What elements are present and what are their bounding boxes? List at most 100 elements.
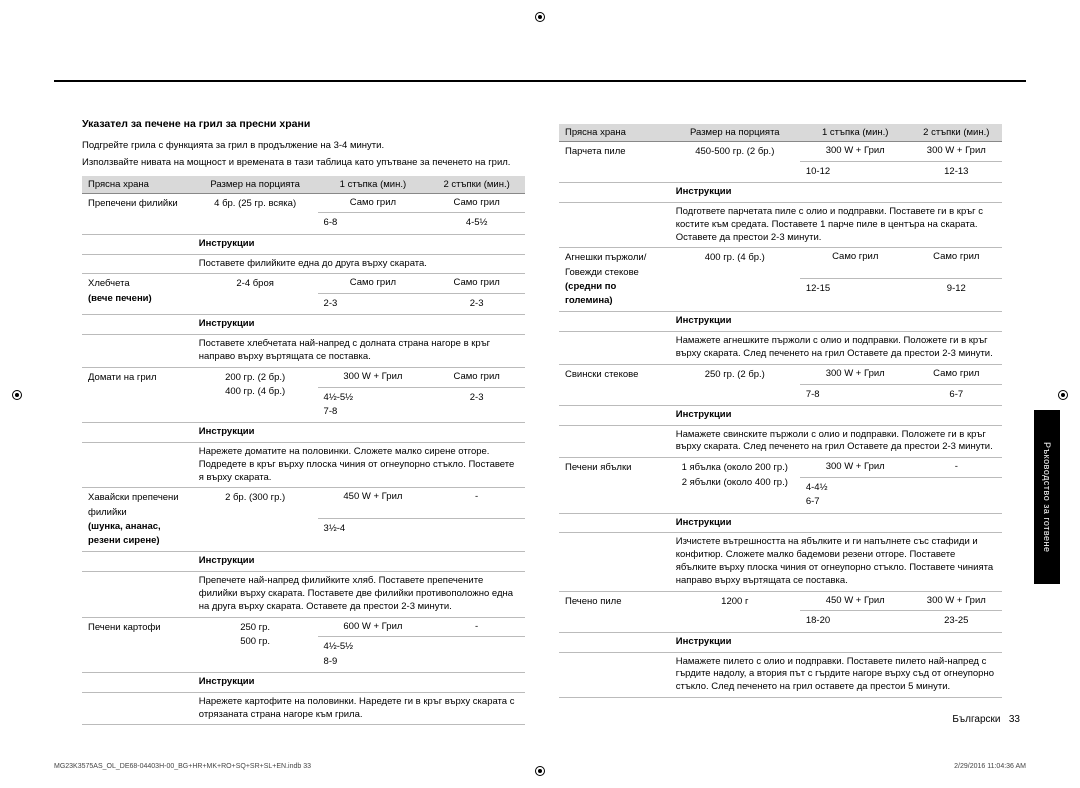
table-row: Печено пиле1200 г450 W + Грил300 W + Гри… <box>559 591 1002 611</box>
cell-food: Препечени филийки <box>82 193 193 234</box>
th-portion: Размер на порцията <box>193 176 318 194</box>
cell-step2b: 12-13 <box>911 161 1002 182</box>
section-heading: Указател за печене на грил за пресни хра… <box>82 118 525 130</box>
cell-step2b <box>428 519 525 552</box>
cell-blank <box>559 332 670 365</box>
table-row-instr-label: Инструкции <box>82 234 525 254</box>
cell-step1b: 6-8 <box>318 213 429 234</box>
footer: MG23K3575AS_OL_DE68-04403H-00_BG+HR+MK+R… <box>54 763 1026 770</box>
cell-blank <box>559 652 670 697</box>
table-row-instr-label: Инструкции <box>82 552 525 572</box>
cell-food: Свински стекове <box>559 364 670 405</box>
table-row-instr-label: Инструкции <box>559 183 1002 203</box>
cell-step1b: 10-12 <box>800 161 911 182</box>
table-row-instr-label: Инструкции <box>559 405 1002 425</box>
th-food: Прясна храна <box>559 124 670 142</box>
cell-instr-text: Изчистете вътрешността на ябълките и ги … <box>670 533 1002 591</box>
cell-food: Хлебчета(вече печени) <box>82 274 193 315</box>
cell-step1b: 2-3 <box>318 294 429 315</box>
th-step2: 2 стъпки (мин.) <box>428 176 525 194</box>
cell-blank <box>82 315 193 335</box>
cell-blank <box>559 632 670 652</box>
table-row-instr: Поставете филийките една до друга върху … <box>82 254 525 274</box>
cell-portion: 400 гр. (4 бр.) <box>670 248 800 312</box>
cell-step2b <box>911 478 1002 514</box>
cell-step1a: 300 W + Грил <box>318 367 429 387</box>
cell-portion: 250 гр. (2 бр.) <box>670 364 800 405</box>
grill-table-right: Прясна храна Размер на порцията 1 стъпка… <box>559 124 1002 698</box>
cell-blank <box>82 335 193 368</box>
intro-text: Използвайте нивата на мощност и временат… <box>82 157 525 170</box>
cell-instr-label: Инструкции <box>670 513 1002 533</box>
cell-instr-text: Нарежете картофите на половинки. Наредет… <box>193 692 525 725</box>
cell-portion: 2 бр. (300 гр.) <box>193 488 318 552</box>
page-lang: Български <box>952 714 1000 725</box>
th-portion: Размер на порцията <box>670 124 800 142</box>
registration-mark <box>535 12 545 22</box>
th-step1: 1 стъпка (мин.) <box>318 176 429 194</box>
grill-table-left: Прясна храна Размер на порцията 1 стъпка… <box>82 176 525 726</box>
cell-step2a: Само грил <box>428 367 525 387</box>
cell-step2a: Само грил <box>911 248 1002 279</box>
cell-blank <box>559 202 670 247</box>
cell-instr-text: Нарежете доматите на половинки. Сложете … <box>193 442 525 487</box>
cell-step1a: 300 W + Грил <box>800 458 911 478</box>
cell-blank <box>559 183 670 203</box>
cell-food: Печени ябълки <box>559 458 670 513</box>
cell-step1a: 600 W + Грил <box>318 617 429 637</box>
cell-step2a: 300 W + Грил <box>911 142 1002 162</box>
cell-instr-label: Инструкции <box>670 183 1002 203</box>
cell-instr-text: Препечете най-напред филийките хляб. Пос… <box>193 572 525 617</box>
cell-blank <box>82 572 193 617</box>
cell-instr-label: Инструкции <box>670 405 1002 425</box>
cell-step1a: 450 W + Грил <box>318 488 429 519</box>
cell-instr-text: Поставете хлебчетата най-напред с долнат… <box>193 335 525 368</box>
table-row: Хлебчета(вече печени)2-4 брояСамо грилСа… <box>82 274 525 294</box>
table-header-row: Прясна храна Размер на порцията 1 стъпка… <box>82 176 525 194</box>
cell-blank <box>82 692 193 725</box>
cell-step2a: Само грил <box>428 274 525 294</box>
cell-food: Парчета пиле <box>559 142 670 183</box>
cell-step1a: Само грил <box>318 193 429 213</box>
cell-portion: 4 бр. (25 гр. всяка) <box>193 193 318 234</box>
table-row: Свински стекове250 гр. (2 бр.)300 W + Гр… <box>559 364 1002 384</box>
table-row-instr: Намажете агнешките пържоли с олио и подп… <box>559 332 1002 365</box>
table-row: Печени ябълки1 ябълка (около 200 гр.)2 я… <box>559 458 1002 478</box>
th-step1: 1 стъпка (мин.) <box>800 124 911 142</box>
side-tab: Ръководство за готвене <box>1034 410 1060 584</box>
table-row: Препечени филийки4 бр. (25 гр. всяка)Сам… <box>82 193 525 213</box>
cell-instr-text: Намажете пилето с олио и подправки. Пост… <box>670 652 1002 697</box>
cell-step1b: 7-8 <box>800 384 911 405</box>
registration-mark <box>12 390 22 400</box>
cell-portion: 200 гр. (2 бр.)400 гр. (4 бр.) <box>193 367 318 422</box>
cell-step2b <box>428 637 525 673</box>
table-row: Хавайски препечени филийки(шунка, ананас… <box>82 488 525 519</box>
table-row-instr-label: Инструкции <box>559 513 1002 533</box>
cell-instr-label: Инструкции <box>193 234 525 254</box>
cell-step2b: 6-7 <box>911 384 1002 405</box>
cell-blank <box>82 552 193 572</box>
cell-blank <box>559 533 670 591</box>
table-row-instr-label: Инструкции <box>82 672 525 692</box>
cell-food: Печено пиле <box>559 591 670 632</box>
cell-step1a: 300 W + Грил <box>800 364 911 384</box>
cell-instr-text: Подгответе парчетата пиле с олио и подпр… <box>670 202 1002 247</box>
th-step2: 2 стъпки (мин.) <box>911 124 1002 142</box>
cell-blank <box>82 423 193 443</box>
cell-instr-text: Поставете филийките една до друга върху … <box>193 254 525 274</box>
cell-portion: 250 гр.500 гр. <box>193 617 318 672</box>
table-row-instr-label: Инструкции <box>82 423 525 443</box>
intro-text: Подгрейте грила с функцията за грил в пр… <box>82 140 525 153</box>
footer-right: 2/29/2016 11:04:36 AM <box>954 763 1026 770</box>
cell-step1b: 4½-5½7-8 <box>318 387 429 423</box>
cell-instr-text: Намажете свинските пържоли с олио и подп… <box>670 425 1002 458</box>
cell-step2b: 2-3 <box>428 294 525 315</box>
registration-mark <box>1058 390 1068 400</box>
cell-step2a: 300 W + Грил <box>911 591 1002 611</box>
cell-portion: 1200 г <box>670 591 800 632</box>
cell-instr-label: Инструкции <box>193 552 525 572</box>
cell-blank <box>82 254 193 274</box>
cell-step2b: 4-5½ <box>428 213 525 234</box>
table-row-instr-label: Инструкции <box>559 632 1002 652</box>
cell-step1a: Само грил <box>800 248 911 279</box>
